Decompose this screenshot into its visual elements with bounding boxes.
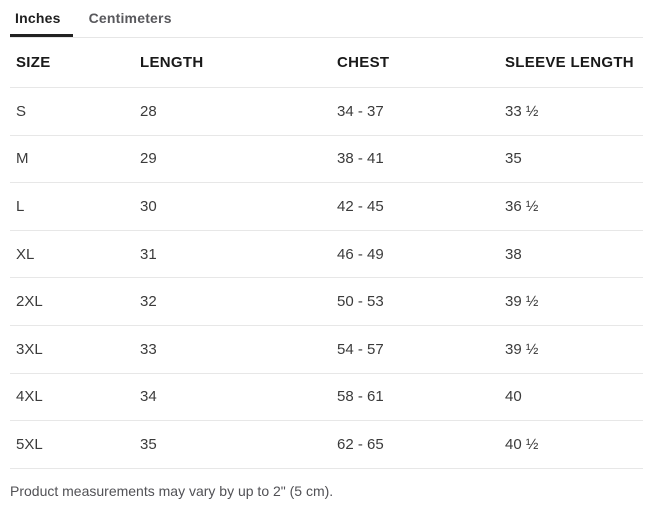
length-cell: 31: [134, 230, 331, 279]
chest-cell: 54 - 57: [331, 325, 499, 374]
sleeve-cell: 36 ½: [499, 182, 643, 231]
column-header-length: LENGTH: [134, 38, 331, 88]
length-cell: 35: [134, 420, 331, 469]
length-cell: 29: [134, 135, 331, 184]
length-cell: 32: [134, 277, 331, 326]
size-cell: 4XL: [10, 373, 134, 422]
chest-cell: 38 - 41: [331, 135, 499, 184]
length-cell: 34: [134, 373, 331, 422]
chest-cell: 50 - 53: [331, 277, 499, 326]
sleeve-cell: 39 ½: [499, 277, 643, 326]
chest-cell: 58 - 61: [331, 373, 499, 422]
header-row: SIZE LENGTH CHEST SLEEVE LENGTH: [10, 38, 643, 88]
table-row: 5XL 35 62 - 65 40 ½: [10, 420, 643, 469]
length-cell: 30: [134, 182, 331, 231]
tab-centimeters[interactable]: Centimeters: [88, 10, 172, 26]
sleeve-cell: 35: [499, 135, 643, 184]
table-row: 4XL 34 58 - 61 40: [10, 373, 643, 422]
sleeve-cell: 39 ½: [499, 325, 643, 374]
size-cell: 5XL: [10, 420, 134, 469]
size-cell: S: [10, 87, 134, 136]
chest-cell: 62 - 65: [331, 420, 499, 469]
chest-cell: 46 - 49: [331, 230, 499, 279]
measurement-disclaimer: Product measurements may vary by up to 2…: [10, 482, 334, 499]
size-cell: XL: [10, 230, 134, 279]
table-row: XL 31 46 - 49 38: [10, 230, 643, 279]
chest-cell: 42 - 45: [331, 182, 499, 231]
length-cell: 33: [134, 325, 331, 374]
sleeve-cell: 38: [499, 230, 643, 279]
length-cell: 28: [134, 87, 331, 136]
size-cell: 2XL: [10, 277, 134, 326]
table-row: S 28 34 - 37 33 ½: [10, 87, 643, 136]
size-cell: M: [10, 135, 134, 184]
table-row: 2XL 32 50 - 53 39 ½: [10, 277, 643, 326]
size-cell: L: [10, 182, 134, 231]
table-row: L 30 42 - 45 36 ½: [10, 182, 643, 231]
chest-cell: 34 - 37: [331, 87, 499, 136]
column-header-chest: CHEST: [331, 38, 499, 88]
column-header-size: SIZE: [10, 38, 134, 88]
size-cell: 3XL: [10, 325, 134, 374]
size-chart-table: SIZE LENGTH CHEST SLEEVE LENGTH S 28 34 …: [10, 38, 643, 469]
sleeve-cell: 33 ½: [499, 87, 643, 136]
column-header-sleeve-length: SLEEVE LENGTH: [499, 38, 643, 88]
tab-inches[interactable]: Inches: [10, 0, 73, 37]
sleeve-cell: 40 ½: [499, 420, 643, 469]
unit-tabs: Inches Centimeters: [10, 0, 643, 38]
sleeve-cell: 40: [499, 373, 643, 422]
size-chart-panel: Inches Centimeters SIZE LENGTH CHEST SLE…: [10, 0, 643, 499]
table-row: M 29 38 - 41 35: [10, 135, 643, 184]
table-row: 3XL 33 54 - 57 39 ½: [10, 325, 643, 374]
